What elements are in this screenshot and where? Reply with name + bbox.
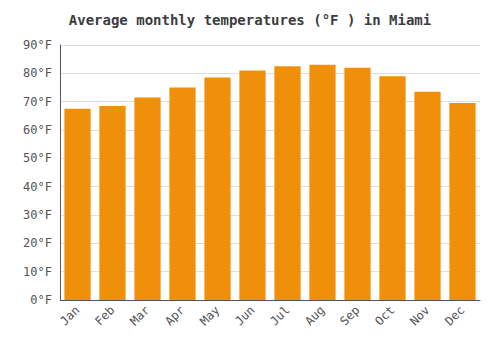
svg-text:Jun: Jun [232,303,257,328]
svg-text:May: May [197,303,222,328]
svg-text:80°F: 80°F [23,66,52,80]
svg-text:10°F: 10°F [23,265,52,279]
svg-text:Nov: Nov [407,303,432,328]
svg-text:90°F: 90°F [23,38,52,52]
svg-text:Jan: Jan [57,303,82,328]
svg-text:Mar: Mar [127,303,152,328]
svg-text:Sep: Sep [337,303,362,328]
svg-text:Apr: Apr [162,303,187,328]
svg-text:30°F: 30°F [23,208,52,222]
svg-text:0°F: 0°F [30,293,52,307]
svg-text:Average monthly temperatures (: Average monthly temperatures (°F ) in Mi… [69,12,431,28]
svg-text:Dec: Dec [442,303,467,328]
svg-text:50°F: 50°F [23,151,52,165]
svg-text:Feb: Feb [92,303,117,328]
svg-text:Jul: Jul [267,303,292,328]
svg-text:Aug: Aug [302,303,327,328]
svg-text:60°F: 60°F [23,123,52,137]
svg-text:Oct: Oct [372,303,397,328]
svg-text:20°F: 20°F [23,236,52,250]
svg-text:40°F: 40°F [23,180,52,194]
svg-text:70°F: 70°F [23,95,52,109]
